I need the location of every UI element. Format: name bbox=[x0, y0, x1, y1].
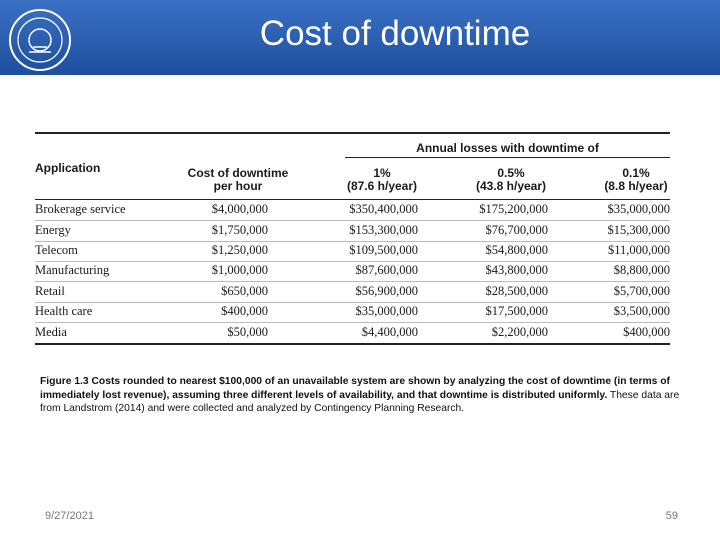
table-cell: Energy bbox=[35, 223, 71, 237]
column-header: (43.8 h/year) bbox=[475, 179, 547, 193]
column-header: Application bbox=[35, 161, 101, 175]
table-cell: $1,750,000 bbox=[211, 223, 268, 237]
table-cell: $350,400,000 bbox=[349, 202, 418, 216]
table-cell: Telecom bbox=[35, 243, 78, 257]
bottom-rule bbox=[35, 343, 670, 345]
table-cell: $1,000,000 bbox=[211, 263, 268, 277]
table-cell: $35,000,000 bbox=[607, 202, 671, 216]
top-rule bbox=[35, 132, 670, 134]
header-bar bbox=[0, 0, 720, 75]
group-rule bbox=[345, 157, 670, 158]
column-header: (87.6 h/year) bbox=[346, 179, 418, 193]
table-cell: $2,200,000 bbox=[491, 325, 548, 339]
table-cell: $8,800,000 bbox=[613, 263, 670, 277]
table-cell: $109,500,000 bbox=[349, 243, 418, 257]
column-header: 0.5% bbox=[497, 166, 525, 180]
caption: Figure 1.3 Costs rounded to nearest $100… bbox=[40, 375, 680, 416]
table-cell: $35,000,000 bbox=[355, 304, 419, 318]
caption-text: These data are from Landstrom (2014) and… bbox=[40, 389, 680, 415]
table-cell: $87,600,000 bbox=[355, 263, 419, 277]
column-header: Cost of downtime bbox=[187, 166, 289, 180]
caption-bold: Figure 1.3 Costs rounded to nearest $100… bbox=[40, 376, 670, 401]
table-cell: Health care bbox=[35, 304, 93, 318]
table-cell: Manufacturing bbox=[35, 263, 110, 277]
row-rule bbox=[35, 322, 670, 323]
table-cell: $3,500,000 bbox=[613, 304, 670, 318]
table-cell: $43,800,000 bbox=[485, 263, 549, 277]
table-cell: $54,800,000 bbox=[485, 243, 549, 257]
table-cell: Media bbox=[35, 325, 67, 339]
column-header: per hour bbox=[213, 179, 263, 193]
table-cell: $76,700,000 bbox=[485, 223, 549, 237]
header-rule bbox=[35, 199, 670, 200]
page-number: 59 bbox=[665, 510, 678, 522]
row-rule bbox=[35, 281, 670, 282]
table-cell: $400,000 bbox=[623, 325, 670, 339]
footer-date: 9/27/2021 bbox=[45, 510, 94, 522]
row-rule bbox=[35, 220, 670, 221]
table-cell: $400,000 bbox=[221, 304, 268, 318]
table-cell: $5,700,000 bbox=[613, 284, 670, 298]
table-cell: $4,000,000 bbox=[211, 202, 268, 216]
column-header: 1% bbox=[373, 166, 391, 180]
table-cell: $50,000 bbox=[227, 325, 268, 339]
table-cell: $650,000 bbox=[221, 284, 268, 298]
table-cell: $4,400,000 bbox=[361, 325, 418, 339]
logo bbox=[9, 9, 71, 71]
table-cell: $1,250,000 bbox=[211, 243, 268, 257]
column-header: 0.1% bbox=[622, 166, 650, 180]
row-rule bbox=[35, 241, 670, 242]
column-header: (8.8 h/year) bbox=[604, 179, 668, 193]
table-cell: $175,200,000 bbox=[479, 202, 548, 216]
table-cell: $56,900,000 bbox=[355, 284, 419, 298]
table-cell: $15,300,000 bbox=[607, 223, 671, 237]
table-cell: $28,500,000 bbox=[485, 284, 549, 298]
table-cell: $11,000,000 bbox=[607, 243, 670, 257]
row-rule bbox=[35, 261, 670, 262]
row-rule bbox=[35, 302, 670, 303]
table-cell: Brokerage service bbox=[35, 202, 126, 216]
table-cell: $17,500,000 bbox=[485, 304, 549, 318]
group-header: Annual losses with downtime of bbox=[416, 141, 599, 155]
table-cell: $153,300,000 bbox=[349, 223, 418, 237]
table-cell: Retail bbox=[35, 284, 65, 298]
slide-title: Cost of downtime bbox=[259, 14, 531, 53]
